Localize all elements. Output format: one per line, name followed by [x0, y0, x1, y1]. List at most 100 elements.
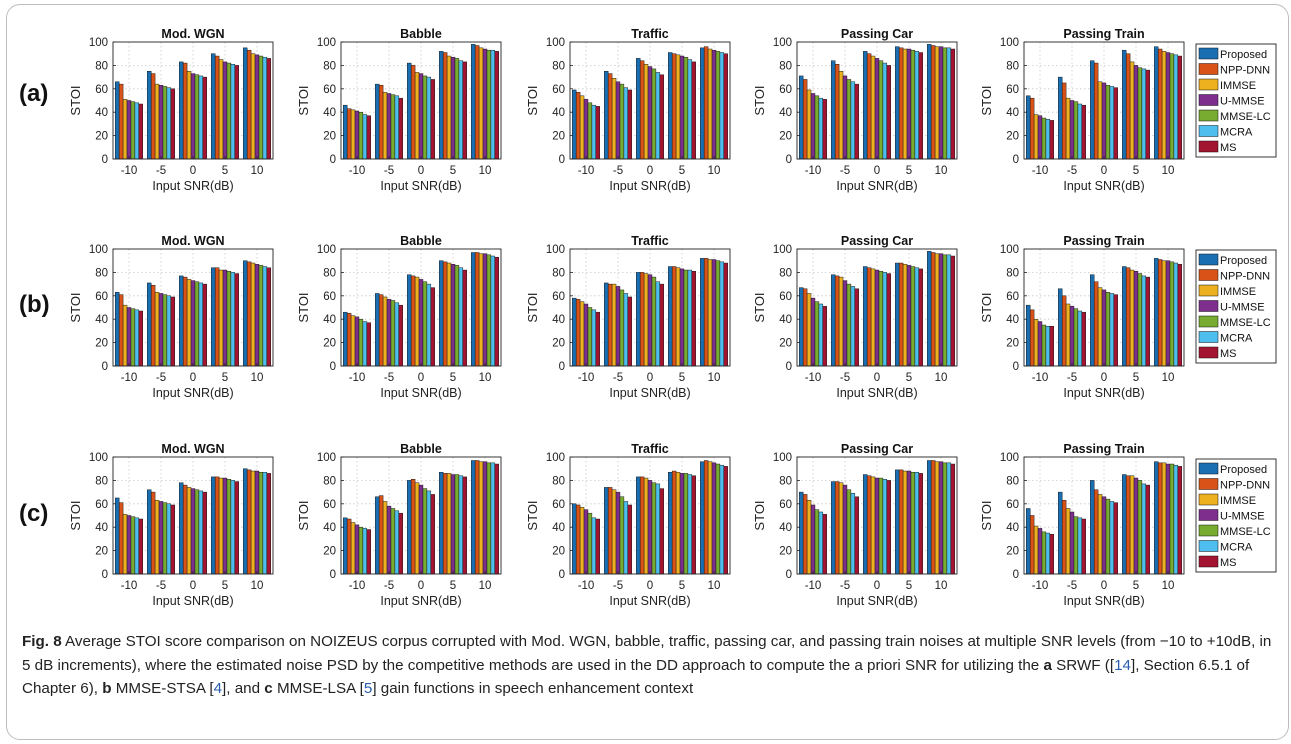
x-axis-label: Input SNR(dB)	[609, 386, 690, 400]
x-tick-label: 10	[1162, 372, 1175, 384]
bar-ms-snr0	[886, 65, 891, 160]
bar-ms-snr-5	[854, 83, 859, 160]
bar-ms-snr0	[886, 480, 891, 575]
bar-immse-snr0	[870, 268, 876, 367]
bar-proposed-snr-10	[1026, 304, 1031, 367]
y-tick-label: 100	[773, 244, 792, 256]
bar-ms-snr5	[234, 65, 239, 160]
bar-immse-snr5	[1129, 269, 1135, 367]
legend-swatch-ms	[1198, 555, 1219, 568]
bar-npp-dnn-snr10	[703, 460, 709, 575]
bar-mmse-lc-snr-10	[814, 509, 820, 575]
legend-swatch-u-mmse	[1198, 300, 1219, 312]
y-axis-label: STOI	[525, 500, 540, 530]
bar-mcra-snr10	[1173, 262, 1179, 367]
bar-immse-snr-10	[1033, 525, 1039, 575]
citation-link-14[interactable]: 14	[1114, 656, 1131, 674]
bar-npp-dnn-snr-5	[1061, 500, 1067, 575]
bar-ms-snr-5	[398, 512, 403, 575]
bar-ms-snr-5	[627, 504, 632, 575]
bar-immse-snr0	[1097, 287, 1103, 367]
bar-npp-dnn-snr-10	[802, 494, 808, 575]
legend-swatch-npp-dnn	[1198, 269, 1219, 281]
bar-immse-snr10	[478, 253, 484, 367]
bar-mmse-lc-snr5	[910, 49, 916, 160]
bar-ms-snr5	[691, 271, 696, 367]
bar-proposed-snr-5	[375, 496, 380, 575]
legend-label-proposed: Proposed	[1220, 255, 1267, 267]
x-tick-label: -10	[578, 580, 595, 592]
bar-proposed-snr0	[636, 272, 641, 367]
y-tick-label: 0	[330, 569, 336, 581]
bar-proposed-snr-5	[604, 282, 609, 367]
legend-label-immse: IMMSE	[1220, 286, 1256, 298]
bar-proposed-snr-5	[147, 489, 152, 575]
bar-u-mmse-snr-10	[1037, 115, 1043, 160]
bar-mcra-snr-10	[1045, 118, 1051, 160]
y-tick-label: 20	[95, 131, 108, 143]
y-tick-label: 100	[1000, 37, 1019, 49]
bar-u-mmse-snr-10	[126, 307, 132, 367]
citation-link-4[interactable]: 4	[213, 680, 223, 697]
y-tick-label: 40	[552, 314, 565, 326]
legend-label-ms: MS	[1220, 348, 1237, 360]
bar-npp-dnn-snr5	[442, 473, 448, 575]
x-axis-label: Input SNR(dB)	[1063, 386, 1144, 400]
legend-swatch-mmse-lc	[1198, 524, 1219, 537]
bar-mmse-lc-snr0	[1105, 498, 1111, 575]
x-tick-label: -10	[805, 580, 822, 592]
bar-ms-snr0	[430, 79, 435, 160]
x-tick-label: 10	[1162, 580, 1175, 592]
bar-immse-snr10	[707, 259, 713, 367]
bar-mcra-snr5	[458, 60, 464, 160]
bar-proposed-snr0	[407, 62, 412, 160]
y-tick-label: 60	[95, 291, 108, 303]
legend-label-u-mmse: U-MMSE	[1220, 96, 1265, 108]
x-tick-label: -5	[613, 165, 623, 177]
x-tick-label: 5	[450, 372, 456, 384]
chart-c-passing-train: 0 20 40 60 80 100 -10 -5 0 5 10 Passing Train Input …	[979, 442, 1185, 608]
bar-mmse-lc-snr-5	[390, 300, 396, 367]
bar-npp-dnn-snr-5	[150, 491, 156, 575]
bar-mcra-snr5	[687, 59, 693, 160]
bar-immse-snr10	[1161, 462, 1167, 575]
legend-label-u-mmse: U-MMSE	[1220, 511, 1265, 523]
x-tick-label: 5	[1133, 165, 1139, 177]
x-tick-label: 0	[1101, 580, 1107, 592]
bar-mmse-lc-snr5	[454, 474, 460, 575]
x-tick-label: 5	[679, 165, 685, 177]
y-tick-label: 0	[786, 569, 792, 581]
bar-mcra-snr-5	[850, 286, 856, 367]
bar-u-mmse-snr0	[190, 280, 196, 367]
bar-immse-snr5	[675, 267, 681, 367]
bar-npp-dnn-snr5	[671, 470, 677, 575]
bar-mcra-snr-5	[850, 81, 856, 160]
x-tick-label: -5	[840, 580, 850, 592]
bar-mcra-snr0	[1109, 86, 1115, 160]
bar-mcra-snr5	[458, 475, 464, 575]
bar-immse-snr5	[902, 263, 908, 367]
bar-mmse-lc-snr10	[1169, 463, 1175, 575]
bar-immse-snr-10	[122, 99, 128, 160]
y-tick-label: 0	[1013, 569, 1019, 581]
bar-mmse-lc-snr-5	[1073, 308, 1079, 367]
bar-u-mmse-snr10	[1165, 52, 1171, 160]
bar-immse-snr-5	[611, 78, 617, 160]
bar-u-mmse-snr0	[1101, 289, 1107, 367]
y-tick-label: 60	[323, 84, 336, 96]
bar-immse-snr5	[218, 269, 224, 367]
bar-u-mmse-snr-5	[158, 293, 164, 367]
bar-mcra-snr-10	[134, 309, 140, 367]
bar-immse-snr5	[446, 473, 452, 575]
legend-swatch-mmse-lc	[1198, 109, 1219, 122]
bar-mmse-lc-snr-5	[162, 86, 168, 160]
bar-proposed-snr5	[439, 51, 444, 160]
y-tick-label: 60	[1006, 84, 1019, 96]
y-tick-label: 0	[1013, 361, 1019, 373]
bar-immse-snr-5	[838, 482, 844, 575]
citation-link-5[interactable]: 5	[363, 680, 373, 697]
bar-u-mmse-snr5	[906, 48, 912, 160]
bar-mmse-lc-snr-5	[162, 502, 168, 575]
bar-proposed-snr-10	[799, 491, 804, 575]
bar-proposed-snr10	[1154, 461, 1159, 575]
